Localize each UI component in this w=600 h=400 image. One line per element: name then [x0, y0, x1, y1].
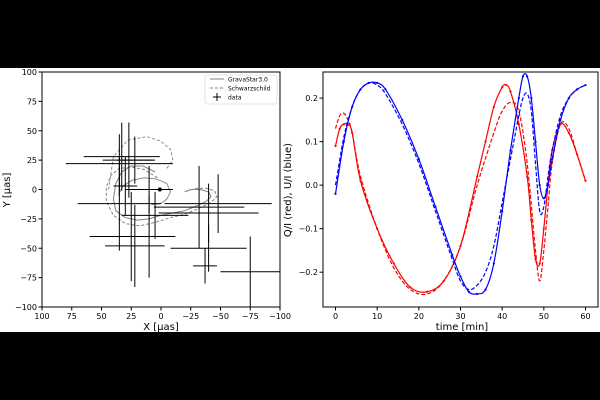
series-data-point: [451, 253, 454, 256]
series-data-point: [492, 262, 495, 265]
x-tick-label: −75: [242, 312, 259, 321]
orbit-outer-curve: [108, 136, 174, 190]
series-data-point: [509, 90, 512, 93]
series-data-point: [542, 197, 545, 200]
x-tick-label: 25: [126, 312, 136, 321]
x-tick-label: −100: [269, 312, 291, 321]
series-data-point: [501, 210, 504, 213]
legend-box: [204, 74, 278, 105]
right-series-lines: [334, 73, 587, 296]
series-data-point: [417, 157, 420, 161]
series-data-point: [530, 97, 533, 100]
series-data-point: [501, 86, 504, 89]
series-data-point: [476, 292, 479, 296]
series-data-point: [342, 123, 345, 126]
x-tick-label: −25: [182, 312, 199, 321]
legend-label: Schwarzschild: [228, 86, 271, 93]
x-tick-label: 0: [158, 312, 163, 321]
series-data-point: [476, 175, 479, 178]
right-plot-panel: 0 10 20 30 40 50 60 −0.2 −0.1 0.0 0.1 0.2 time [mi…: [283, 71, 599, 333]
series-data-point: [376, 81, 379, 84]
y-tick-label: 0.0: [305, 181, 318, 190]
series-data-point: [334, 144, 337, 148]
series-data-point: [505, 83, 508, 87]
series-data-point: [467, 290, 470, 293]
series-data-point: [509, 149, 512, 152]
blue-dashed-series-line: [334, 82, 586, 291]
x-tick-label: 20: [414, 312, 424, 321]
left-data-points: [65, 122, 280, 307]
y-tick-label: 50: [27, 127, 37, 136]
x-tick-label: 50: [539, 312, 549, 321]
series-data-point: [459, 275, 462, 278]
center-marker: [157, 187, 162, 192]
y-tick-label: −0.1: [299, 225, 318, 234]
left-x-axis-label: X [μas]: [143, 322, 179, 333]
series-data-point: [338, 127, 341, 130]
x-tick-label: 40: [497, 312, 507, 321]
y-tick-label: −50: [20, 244, 37, 253]
right-x-axis-label: time [min]: [436, 322, 489, 333]
left-plot-panel: 100 75 50 25 0 −25 −50 −75 −100 100 75 50 25 0 −25 −50…: [2, 68, 291, 333]
y-tick-label: −75: [20, 274, 37, 283]
y-tick-label: 0.1: [305, 138, 318, 147]
y-tick-label: 75: [27, 97, 37, 106]
series-data-point: [484, 288, 487, 291]
series-data-point: [530, 218, 533, 222]
series-data-point: [526, 75, 529, 78]
right-y-axis-label: Q/I (red), U/I (blue): [283, 143, 294, 237]
series-data-point: [538, 262, 541, 265]
x-tick-label: 100: [34, 312, 49, 321]
x-tick-label: 50: [96, 312, 106, 321]
series-data-point: [426, 290, 429, 293]
x-tick-label: 0: [333, 312, 338, 321]
series-data-point: [538, 184, 541, 187]
series-data-point: [484, 140, 487, 143]
series-data-point: [551, 157, 554, 161]
series-data-point: [567, 131, 570, 135]
y-tick-label: 0: [32, 186, 37, 195]
series-data-point: [534, 140, 537, 143]
series-data-point: [517, 123, 520, 126]
series-data-point: [392, 262, 395, 265]
x-tick-label: 10: [372, 312, 382, 321]
x-tick-label: 60: [580, 312, 590, 321]
orbit-schwarzschild-curve: [105, 166, 218, 227]
x-tick-label: −50: [212, 312, 229, 321]
left-y-ticks: 100 75 50 25 0 −25 −50 −75 −100: [15, 68, 42, 312]
series-data-point: [584, 83, 587, 87]
left-x-ticks: 100 75 50 25 0 −25 −50 −75 −100: [34, 307, 291, 321]
legend-label: data: [228, 95, 242, 102]
x-tick-label: 75: [67, 312, 77, 321]
y-tick-label: −25: [20, 215, 37, 224]
figure-background: [0, 68, 600, 332]
right-x-ticks: 0 10 20 30 40 50 60: [333, 307, 591, 321]
y-tick-label: −0.2: [299, 268, 318, 277]
series-data-point: [517, 97, 520, 100]
y-tick-label: 100: [22, 68, 37, 77]
series-data-point: [521, 75, 525, 78]
series-data-point: [409, 286, 412, 289]
right-y-ticks: −0.2 −0.1 0.0 0.1 0.2: [299, 94, 323, 277]
y-tick-label: 25: [27, 156, 37, 165]
series-data-point: [384, 88, 387, 91]
series-data-point: [542, 227, 545, 230]
y-tick-label: −100: [15, 303, 37, 312]
series-data-point: [434, 205, 437, 209]
legend-label: GravaStar3.0: [228, 77, 268, 84]
series-data-point: [492, 105, 495, 108]
orbit-inner-curve: [117, 177, 171, 206]
x-tick-label: 30: [455, 312, 465, 321]
series-data-point: [526, 175, 529, 178]
series-data-point: [334, 192, 337, 195]
y-tick-label: 0.2: [305, 94, 318, 103]
series-data-point: [401, 118, 404, 121]
series-data-point: [359, 179, 362, 182]
left-y-axis-label: Y [μas]: [2, 173, 13, 209]
left-legend: GravaStar3.0 Schwarzschild data: [204, 74, 278, 105]
